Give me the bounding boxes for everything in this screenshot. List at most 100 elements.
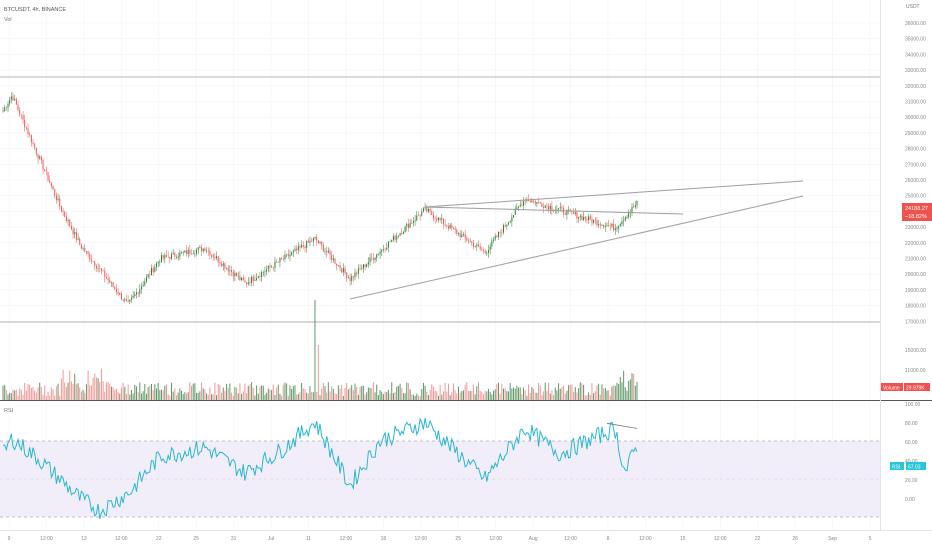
candle-body xyxy=(347,277,349,279)
candle-body xyxy=(541,203,543,207)
volume-bar xyxy=(50,387,52,400)
volume-bar xyxy=(251,382,253,400)
candle-body xyxy=(539,201,541,204)
volume-bar xyxy=(344,387,346,400)
volume-bar xyxy=(47,391,49,400)
candle-body xyxy=(624,217,626,221)
volume-bar xyxy=(160,389,163,400)
price-pane[interactable] xyxy=(0,0,880,400)
svg-text:−18.82%: −18.82% xyxy=(905,214,927,220)
volume-bar xyxy=(125,393,127,400)
candle-body xyxy=(135,292,137,295)
candle-body xyxy=(30,135,32,143)
volume-bar xyxy=(451,392,453,400)
volume-bar xyxy=(176,395,178,400)
volume-bar xyxy=(407,383,409,400)
volume-bar xyxy=(202,388,204,400)
candle-body xyxy=(339,265,341,269)
volume-bar xyxy=(447,383,449,400)
trend-lines[interactable] xyxy=(349,180,804,300)
volume-bar xyxy=(354,383,356,400)
volume-bar xyxy=(304,388,306,400)
volume-bar xyxy=(558,383,560,400)
volume-bar xyxy=(554,387,556,400)
volume-bar xyxy=(584,395,586,400)
candle-body xyxy=(186,250,188,255)
candle-body xyxy=(367,262,369,265)
volume-bar xyxy=(7,394,9,400)
volume-bar xyxy=(246,393,248,400)
candle-body xyxy=(292,250,294,253)
candle-body xyxy=(105,277,107,279)
time-tick-label: 12:00 xyxy=(115,536,128,542)
volume-bar xyxy=(366,392,368,400)
candle-body xyxy=(346,273,348,279)
time-tick-label: 5 xyxy=(869,536,872,542)
volume-bar xyxy=(357,394,359,400)
candle-body xyxy=(447,226,449,229)
volume-bar xyxy=(499,393,501,400)
candle-body xyxy=(593,219,595,223)
candle-body xyxy=(432,214,434,219)
volume-bar xyxy=(564,393,566,400)
time-tick-label: 12:00 xyxy=(415,536,428,542)
volume-bar xyxy=(327,382,329,400)
volume-bar xyxy=(623,370,625,400)
volume-bar xyxy=(394,391,396,400)
time-tick-label: 12:00 xyxy=(714,536,727,542)
candle-body xyxy=(80,244,82,249)
candle-body xyxy=(319,241,321,243)
candle-body xyxy=(5,107,7,109)
volume-bar xyxy=(399,383,401,400)
candle-body xyxy=(174,253,176,257)
time-axis[interactable]: 9 12:00 13 12:00 22 25 31 Jul 11 12:00 18 12:00 25 12… xyxy=(8,536,872,542)
volume-bar xyxy=(484,391,486,400)
price-tick-label: 23000.00 xyxy=(905,225,926,231)
candle-body xyxy=(498,231,500,237)
volume-bar xyxy=(100,368,102,400)
candle-body xyxy=(160,255,163,262)
price-axis[interactable]: 36000.00 35000.00 34000.00 33000.00 32000.00… xyxy=(905,21,926,374)
svg-text:67.03: 67.03 xyxy=(908,465,921,471)
volume-bar xyxy=(14,390,16,400)
candle-body xyxy=(586,219,588,221)
candle-body xyxy=(633,206,635,208)
volume-bar xyxy=(491,394,493,400)
volume-bar xyxy=(589,394,591,400)
candle-body xyxy=(271,266,273,268)
volume-bar xyxy=(559,388,561,400)
candle-body xyxy=(386,247,388,250)
volume-bar xyxy=(254,395,256,400)
candle-body xyxy=(297,246,299,251)
candle-body xyxy=(559,207,561,209)
candle-body xyxy=(376,254,378,258)
candle-body xyxy=(47,171,49,181)
volume-bar xyxy=(162,390,164,400)
candle-body xyxy=(259,276,261,277)
time-tick-label: 31 xyxy=(231,536,237,542)
reference-lines xyxy=(0,76,880,323)
candle-body xyxy=(452,227,454,229)
volume-bar xyxy=(231,392,233,400)
candle-body xyxy=(566,210,568,215)
volume-bar xyxy=(374,392,376,400)
candle-body xyxy=(172,253,174,255)
candle-body xyxy=(187,249,189,255)
candle-body xyxy=(321,241,323,245)
volume-bar xyxy=(476,386,478,400)
volume-bar xyxy=(401,388,403,400)
candle-body xyxy=(54,189,56,196)
candle-body xyxy=(302,245,304,247)
volume-bar xyxy=(226,383,228,400)
volume-bar xyxy=(514,388,516,400)
candle-body xyxy=(621,221,623,225)
candle-body xyxy=(194,253,196,255)
volume-bar xyxy=(154,384,156,400)
candle-body xyxy=(314,236,316,239)
volume-bar xyxy=(347,389,349,400)
time-tick-label: Jul xyxy=(268,536,274,542)
volume-bar xyxy=(42,394,44,400)
volume-bar xyxy=(105,382,107,400)
